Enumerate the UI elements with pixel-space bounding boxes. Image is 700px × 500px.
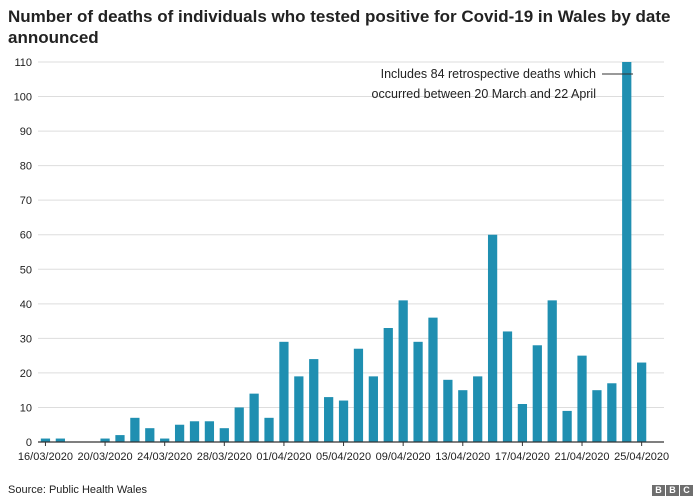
bar — [532, 345, 542, 442]
y-tick-label: 90 — [20, 126, 32, 138]
bar — [413, 341, 423, 442]
bar — [174, 424, 185, 442]
bar — [502, 331, 513, 442]
x-axis — [38, 441, 664, 446]
x-tick-label: 16/03/2020 — [18, 451, 73, 463]
source-note: Source: Public Health Wales — [8, 484, 147, 496]
bar — [160, 438, 170, 442]
bar — [55, 438, 65, 442]
bar — [547, 300, 557, 442]
bar — [592, 390, 602, 442]
bar — [324, 397, 334, 442]
x-tick-label: 28/03/2020 — [197, 451, 252, 463]
chart-title: Number of deaths of individuals who test… — [8, 7, 671, 47]
y-tick-label: 0 — [26, 437, 32, 449]
y-tick-label: 100 — [14, 92, 32, 104]
bar — [353, 348, 364, 442]
logo-letter: B — [666, 485, 679, 496]
x-tick-label: 25/04/2020 — [614, 451, 669, 463]
bar — [607, 383, 617, 442]
annotation-text: Includes 84 retrospective deaths which — [381, 67, 596, 81]
logo-letter: C — [680, 485, 693, 496]
x-tick-label: 13/04/2020 — [435, 451, 490, 463]
x-tick-label: 17/04/2020 — [495, 451, 550, 463]
bar — [264, 417, 274, 442]
bar — [517, 404, 528, 442]
bar — [234, 407, 244, 442]
bar — [637, 362, 647, 442]
bar — [100, 438, 110, 442]
x-tick-label: 05/04/2020 — [316, 451, 371, 463]
bar — [428, 317, 438, 442]
y-tick-label: 10 — [20, 402, 32, 414]
bar — [398, 300, 408, 442]
x-tick-label: 01/04/2020 — [256, 451, 311, 463]
y-tick-label: 80 — [20, 161, 32, 173]
x-tick-label: 09/04/2020 — [376, 451, 431, 463]
bar — [279, 341, 289, 442]
bar — [249, 393, 259, 442]
bar — [189, 421, 200, 442]
bar — [130, 417, 140, 442]
bar — [294, 376, 304, 442]
bars — [40, 62, 647, 442]
y-tick-label: 20 — [20, 368, 32, 380]
logo-letter: B — [652, 485, 665, 496]
x-axis-tick-labels: 16/03/2020 20/03/2020 24/03/2020 28/03/2020… — [18, 451, 669, 463]
y-tick-label: 70 — [20, 195, 32, 207]
bar — [309, 359, 319, 442]
bbc-logo: B B C — [652, 485, 693, 496]
bar — [622, 62, 632, 442]
y-tick-label: 30 — [20, 333, 32, 345]
y-axis-tick-labels: 0 10 20 30 40 50 60 70 80 90 100 110 — [14, 57, 32, 449]
bar — [40, 438, 51, 442]
bar — [577, 355, 587, 442]
x-tick-label: 21/04/2020 — [554, 451, 609, 463]
bar — [145, 428, 155, 442]
y-tick-label: 40 — [20, 299, 32, 311]
bar — [204, 421, 215, 442]
bar — [473, 376, 483, 442]
bar — [487, 234, 498, 442]
x-tick-label: 20/03/2020 — [78, 451, 133, 463]
x-tick-label: 24/03/2020 — [137, 451, 192, 463]
bar — [368, 376, 378, 442]
bar — [383, 328, 393, 442]
bar — [338, 400, 349, 442]
bar — [458, 390, 468, 442]
y-tick-label: 50 — [20, 264, 32, 276]
annotation: Includes 84 retrospective deaths which oc… — [372, 67, 634, 101]
bar — [219, 428, 229, 442]
y-tick-label: 60 — [20, 230, 32, 242]
annotation-text: occurred between 20 March and 22 April — [372, 87, 596, 101]
bar — [562, 410, 572, 442]
bar — [443, 379, 453, 442]
gridlines — [38, 61, 664, 408]
y-tick-label: 110 — [14, 57, 32, 69]
bar — [115, 435, 125, 442]
